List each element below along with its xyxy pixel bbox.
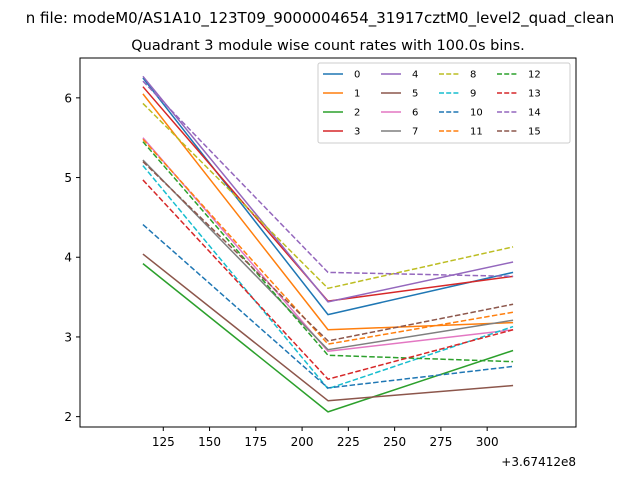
series-line-5 bbox=[142, 253, 514, 402]
legend-label: 10 bbox=[470, 108, 483, 119]
series-line-1 bbox=[142, 93, 514, 331]
legend-label: 13 bbox=[528, 89, 541, 100]
legend-label: 6 bbox=[412, 108, 418, 119]
legend-label: 3 bbox=[354, 127, 360, 138]
legend-label: 9 bbox=[470, 89, 476, 100]
x-tick-label: 250 bbox=[383, 435, 406, 449]
legend-label: 15 bbox=[528, 127, 541, 138]
y-tick-label: 6 bbox=[64, 91, 72, 105]
chart-title: Quadrant 3 module wise count rates with … bbox=[131, 38, 525, 54]
y-tick-label: 3 bbox=[64, 330, 72, 344]
series-line-10 bbox=[142, 224, 514, 389]
series-lines bbox=[142, 75, 514, 413]
series-line-14 bbox=[142, 80, 514, 278]
x-tick-label: 150 bbox=[198, 435, 221, 449]
series-line-15 bbox=[142, 161, 514, 342]
x-tick-label: 175 bbox=[244, 435, 267, 449]
series-line-13 bbox=[142, 179, 514, 380]
y-axis: 2 3 4 5 6 bbox=[64, 91, 80, 424]
x-offset-label: +3.67412e8 bbox=[501, 455, 576, 469]
x-tick-label: 225 bbox=[337, 435, 360, 449]
legend-label: 7 bbox=[412, 127, 418, 138]
legend-label: 14 bbox=[528, 108, 541, 119]
series-line-2 bbox=[142, 263, 514, 413]
series-line-12 bbox=[142, 141, 514, 363]
series-line-0 bbox=[142, 77, 514, 316]
legend-label: 0 bbox=[354, 70, 360, 81]
x-tick-label: 125 bbox=[152, 435, 175, 449]
legend-label: 11 bbox=[470, 127, 483, 138]
x-tick-label: 300 bbox=[476, 435, 499, 449]
y-tick-label: 2 bbox=[64, 410, 72, 424]
series-line-6 bbox=[142, 137, 514, 353]
x-axis: 125 150 175 200 225 250 275 300 bbox=[152, 427, 499, 449]
legend-label: 2 bbox=[354, 108, 360, 119]
series-line-8 bbox=[142, 102, 514, 290]
x-tick-label: 200 bbox=[291, 435, 314, 449]
chart-suptitle: n file: modeM0/AS1A10_123T09_9000004654_… bbox=[26, 9, 615, 28]
series-line-11 bbox=[142, 138, 514, 345]
legend-label: 4 bbox=[412, 70, 418, 81]
legend-label: 1 bbox=[354, 89, 360, 100]
series-line-9 bbox=[142, 165, 514, 390]
series-line-7 bbox=[142, 159, 514, 351]
x-tick-label: 275 bbox=[429, 435, 452, 449]
legend-label: 12 bbox=[528, 70, 541, 81]
y-tick-label: 4 bbox=[64, 251, 72, 265]
legend-label: 8 bbox=[470, 70, 476, 81]
legend-box bbox=[317, 62, 571, 144]
y-tick-label: 5 bbox=[64, 171, 72, 185]
legend-label: 5 bbox=[412, 89, 418, 100]
